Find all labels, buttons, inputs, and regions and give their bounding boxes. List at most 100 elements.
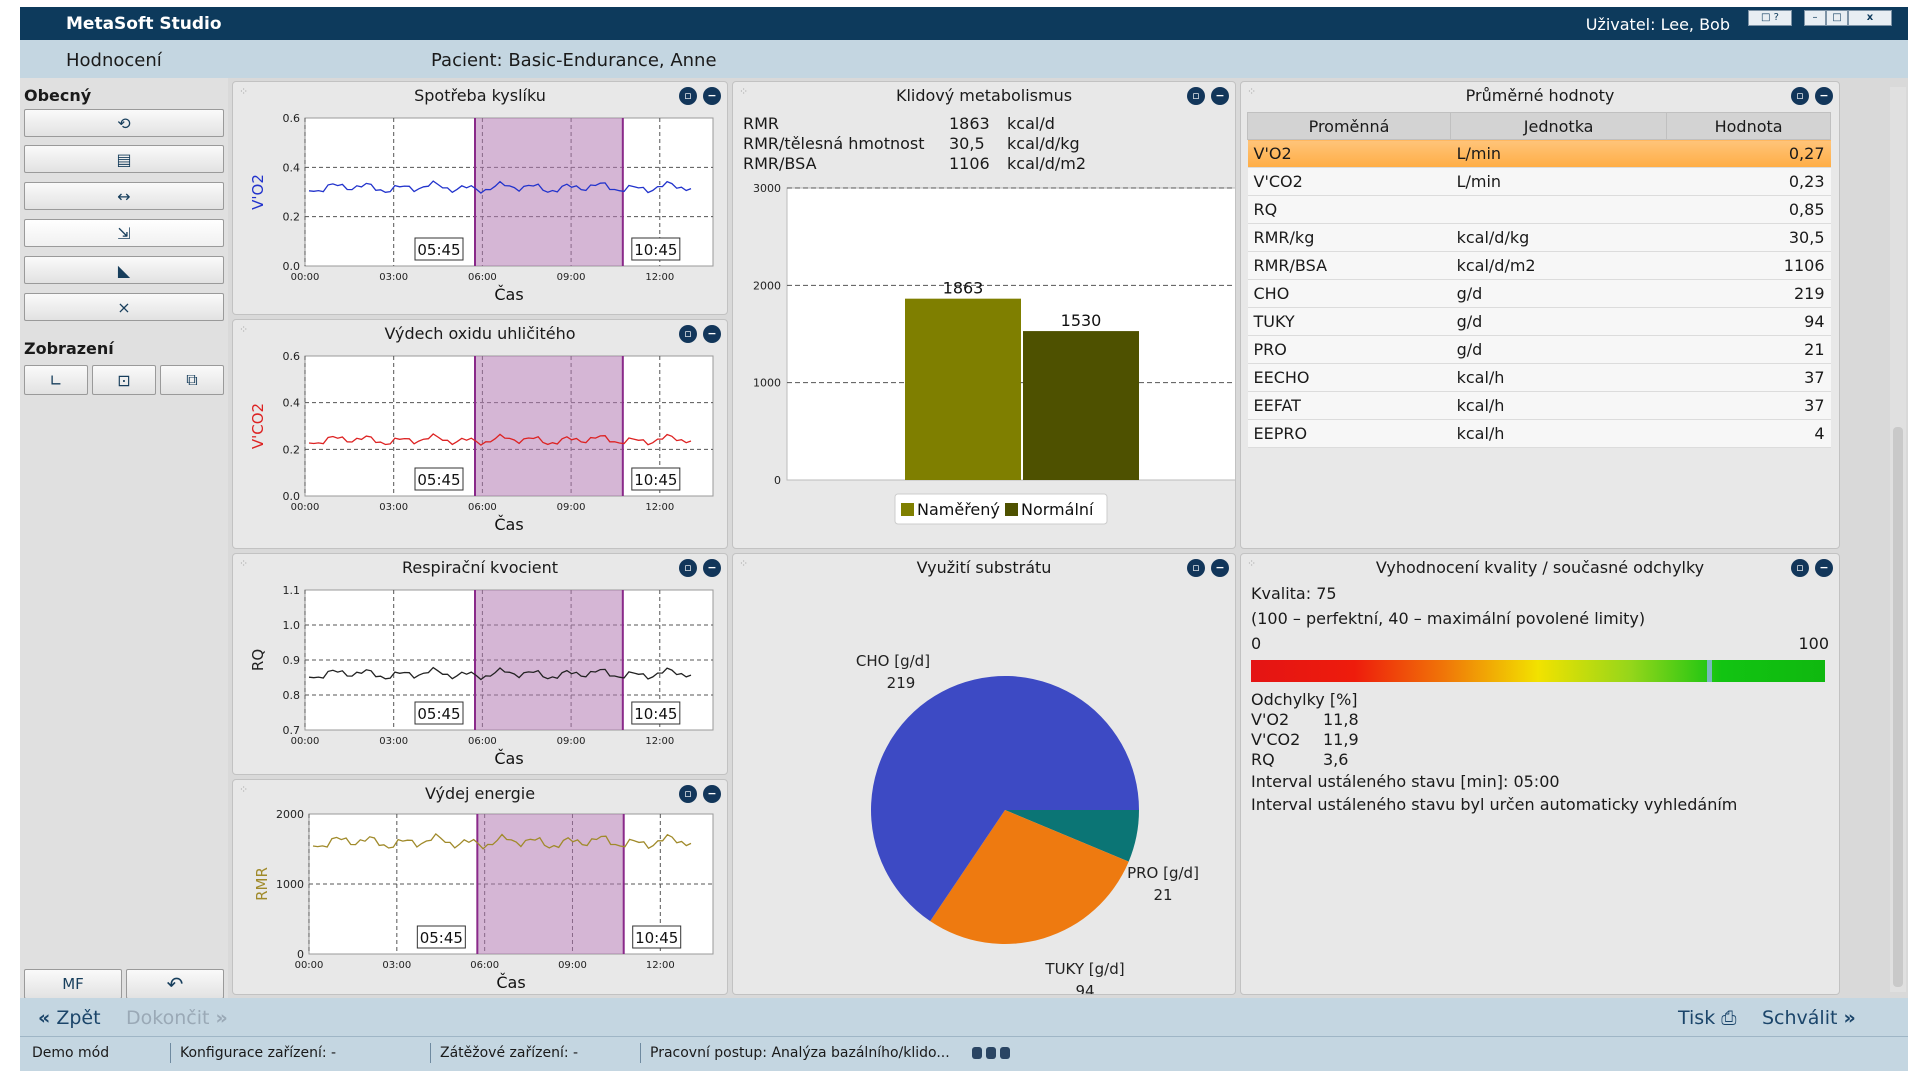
- table-row[interactable]: TUKY g/d 94: [1247, 307, 1831, 336]
- x-tick-label: 12:00: [645, 502, 674, 513]
- minimize-button[interactable]: –: [1804, 10, 1826, 26]
- legend-label: Normální: [1021, 500, 1094, 519]
- maximize-panel-icon[interactable]: ▫: [1187, 559, 1205, 577]
- drag-handle-icon[interactable]: ⁘: [239, 323, 249, 336]
- collapse-panel-icon[interactable]: −: [1815, 87, 1833, 105]
- undo-button[interactable]: ↶: [126, 969, 224, 999]
- print-button[interactable]: Tisk ⎙: [1678, 1007, 1736, 1029]
- maximize-panel-icon[interactable]: ▫: [1187, 87, 1205, 105]
- collapse-panel-icon[interactable]: −: [703, 325, 721, 343]
- interval-end-label-box: [631, 237, 681, 261]
- collapse-panel-icon[interactable]: −: [1211, 559, 1229, 577]
- drag-handle-icon[interactable]: ⁘: [739, 85, 749, 98]
- column-header-value[interactable]: Hodnota: [1666, 112, 1831, 140]
- approve-label: Schválit: [1762, 1007, 1838, 1029]
- rmr-row: RMR 1863 kcal/d: [743, 114, 1055, 133]
- average-values-panel: ⁘ Průměrné hodnoty ▫ − Proměnná Jednotka …: [1240, 81, 1840, 549]
- status-load-device: Zátěžové zařízení: -: [440, 1045, 579, 1061]
- refresh-button[interactable]: ⟲: [24, 109, 224, 137]
- pie-slice-pro: [1005, 810, 1139, 862]
- maximize-panel-icon[interactable]: ▫: [679, 559, 697, 577]
- pie-slice-cho: [871, 676, 1139, 922]
- axis-view-button[interactable]: ∟: [24, 365, 88, 395]
- zoom-fit-button[interactable]: ⊡: [92, 365, 156, 395]
- x-tick-label: 00:00: [291, 272, 320, 283]
- maximize-panel-icon[interactable]: ▫: [679, 785, 697, 803]
- collapse-panel-icon[interactable]: −: [1815, 559, 1833, 577]
- current-user: Uživatel: Lee, Bob: [1585, 15, 1730, 34]
- table-row[interactable]: RMR/BSA kcal/d/m2 1106: [1247, 251, 1831, 280]
- cell-variable: TUKY: [1247, 307, 1451, 336]
- y-tick-label: 0.6: [283, 350, 301, 363]
- table-row[interactable]: EECHO kcal/h 37: [1247, 363, 1831, 392]
- vco2-panel: ⁘ Výdech oxidu uhličitého ▫ − 00:00 03:00 0…: [232, 319, 728, 549]
- rq-chart[interactable]: 00:00 03:00 06:00 09:00 12:00 0.7 0.8 0.9 1.0 1.1…: [233, 580, 727, 774]
- navigation-bar: « Zpět Dokončit » Tisk ⎙ Schválit »: [20, 998, 1908, 1036]
- drag-handle-icon[interactable]: ⁘: [239, 557, 249, 570]
- energy-chart[interactable]: 00:00 03:00 06:00 09:00 12:00 0 1000 2000 05:45 1…: [233, 806, 727, 994]
- drag-handle-icon[interactable]: ⁘: [1247, 557, 1257, 570]
- table-row[interactable]: PRO g/d 21: [1247, 335, 1831, 364]
- column-header-unit[interactable]: Jednotka: [1450, 112, 1668, 140]
- maximize-panel-icon[interactable]: ▫: [1791, 87, 1809, 105]
- double-chevron-right-icon: »: [215, 1007, 228, 1029]
- finish-button[interactable]: Dokončit »: [126, 1007, 228, 1029]
- drag-handle-icon[interactable]: ⁘: [1247, 85, 1257, 98]
- column-header-variable[interactable]: Proměnná: [1246, 112, 1452, 140]
- table-row[interactable]: EEFAT kcal/h 37: [1247, 391, 1831, 420]
- x-axis-label: Čas: [494, 515, 523, 534]
- x-tick-label: 12:00: [645, 736, 674, 747]
- quality-scale-min: 0: [1251, 634, 1262, 653]
- vo2-chart[interactable]: 00:00 03:00 06:00 09:00 12:00 0.0 0.2 0.4 0.6 05:…: [233, 108, 727, 314]
- maximize-panel-icon[interactable]: ▫: [679, 87, 697, 105]
- shoe-icon: ◣: [117, 260, 131, 280]
- drag-handle-icon[interactable]: ⁘: [239, 85, 249, 98]
- x-tick-label: 00:00: [291, 502, 320, 513]
- approve-button[interactable]: Schválit »: [1762, 1007, 1856, 1029]
- table-row[interactable]: V'CO2 L/min 0,23: [1247, 167, 1831, 196]
- cell-value: 30,5: [1666, 223, 1831, 252]
- substrate-pie-chart[interactable]: CHO [g/d] 219 PRO [g/d] 21 TUKY [g/d] 94: [733, 580, 1235, 994]
- undo-icon: ↶: [166, 972, 184, 996]
- rmr-bar-chart[interactable]: 0 1000 2000 3000 1863 1530 Naměřený Normální: [733, 178, 1235, 548]
- merge-button[interactable]: ⨯: [24, 293, 224, 321]
- help-button[interactable]: □ ?: [1748, 10, 1792, 26]
- table-row[interactable]: EEPRO kcal/h 4: [1247, 419, 1831, 448]
- cell-unit: g/d: [1450, 307, 1667, 336]
- drag-handle-icon[interactable]: ⁘: [239, 783, 249, 796]
- y-tick-label: 0.0: [283, 260, 301, 273]
- collapse-panel-icon[interactable]: −: [703, 87, 721, 105]
- table-view-button[interactable]: ▤: [24, 145, 224, 173]
- rmr-kg-unit: kcal/d/kg: [1007, 134, 1080, 153]
- table-row[interactable]: V'O2 L/min 0,27: [1247, 139, 1831, 168]
- shoe-button[interactable]: ◣: [24, 256, 224, 284]
- collapse-panel-icon[interactable]: −: [703, 785, 721, 803]
- steady-state-button[interactable]: ⇲: [24, 219, 224, 247]
- cell-variable: EEFAT: [1247, 391, 1451, 420]
- mf-button[interactable]: MF: [24, 969, 122, 999]
- maximize-panel-icon[interactable]: ▫: [1791, 559, 1809, 577]
- table-row[interactable]: RQ 0,85: [1247, 195, 1831, 224]
- interval-end-label-box: [631, 467, 681, 491]
- merge-icon: ⨯: [117, 297, 131, 317]
- rmr-bsa-label: RMR/BSA: [743, 154, 817, 173]
- back-button[interactable]: « Zpět: [38, 1007, 101, 1029]
- cell-value: 37: [1666, 363, 1831, 392]
- vco2-chart[interactable]: 00:00 03:00 06:00 09:00 12:00 0.0 0.2 0.4 0.6 05:…: [233, 346, 727, 548]
- maximize-panel-icon[interactable]: ▫: [679, 325, 697, 343]
- collapse-panel-icon[interactable]: −: [703, 559, 721, 577]
- drag-handle-icon[interactable]: ⁘: [739, 557, 749, 570]
- cell-value: 21: [1666, 335, 1831, 364]
- legend-label: Naměřený: [917, 500, 1000, 519]
- maximize-button[interactable]: □: [1826, 10, 1848, 26]
- close-button[interactable]: x: [1848, 10, 1892, 26]
- interval-button[interactable]: ↔: [24, 182, 224, 210]
- table-row[interactable]: RMR/kg kcal/d/kg 30,5: [1247, 223, 1831, 252]
- y-tick-label: 3000: [753, 182, 781, 195]
- quality-range-note: (100 – perfektní, 40 – maximální povolen…: [1251, 609, 1646, 628]
- collapse-panel-icon[interactable]: −: [1211, 87, 1229, 105]
- zoom-button[interactable]: ⧉: [160, 365, 224, 395]
- scrollbar[interactable]: [1890, 87, 1906, 992]
- scrollbar-thumb[interactable]: [1893, 427, 1903, 987]
- table-row[interactable]: CHO g/d 219: [1247, 279, 1831, 308]
